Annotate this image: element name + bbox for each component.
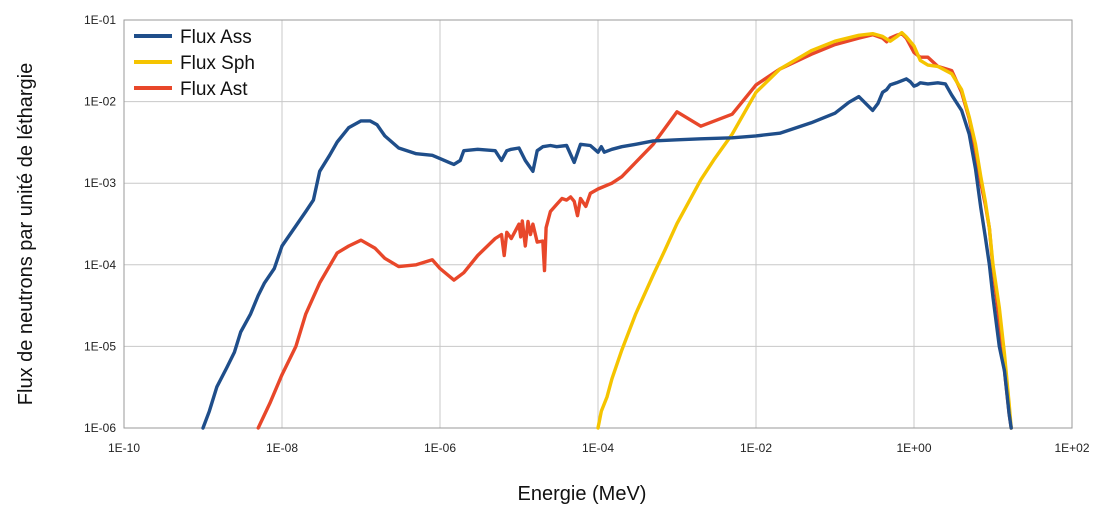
legend-label: Flux Ast — [180, 79, 248, 100]
legend: Flux Ass Flux Sph Flux Ast — [134, 27, 255, 100]
series-line-3 — [256, 32, 1013, 430]
y-tick-label: 1E-03 — [84, 176, 116, 190]
x-tick-label: 1E-02 — [740, 441, 772, 455]
x-axis-title: Energie (MeV) — [518, 483, 647, 505]
series-lines — [201, 30, 1013, 430]
x-tick-label: 1E+02 — [1054, 441, 1089, 455]
x-axis-ticks: 1E-10 1E-08 1E-06 1E-04 1E-02 1E+00 1E+02 — [108, 441, 1090, 455]
legend-label: Flux Ass — [180, 27, 252, 48]
x-tick-label: 1E+00 — [896, 441, 931, 455]
x-tick-label: 1E-08 — [266, 441, 298, 455]
y-tick-label: 1E-04 — [84, 258, 116, 272]
y-tick-label: 1E-06 — [84, 421, 116, 435]
series-line-1 — [201, 77, 1013, 430]
x-tick-label: 1E-10 — [108, 441, 140, 455]
y-tick-label: 1E-01 — [84, 13, 116, 27]
x-tick-label: 1E-06 — [424, 441, 456, 455]
y-tick-label: 1E-02 — [84, 95, 116, 109]
legend-label: Flux Sph — [180, 53, 255, 74]
series-line-2 — [596, 30, 1013, 430]
y-axis-title: Flux de neutrons par unité de léthargie — [15, 63, 37, 405]
y-axis-ticks: 1E-06 1E-05 1E-04 1E-03 1E-02 1E-01 — [84, 13, 116, 435]
x-tick-label: 1E-04 — [582, 441, 614, 455]
y-tick-label: 1E-05 — [84, 339, 116, 353]
